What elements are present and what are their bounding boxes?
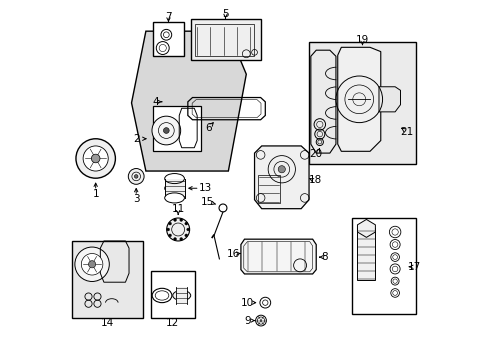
Polygon shape (241, 239, 316, 274)
Text: 1: 1 (92, 189, 99, 199)
Bar (164, 179, 184, 198)
Text: 12: 12 (166, 319, 179, 328)
Circle shape (168, 234, 171, 237)
Circle shape (128, 168, 144, 184)
Circle shape (81, 253, 102, 275)
Circle shape (166, 218, 189, 241)
Polygon shape (337, 47, 380, 151)
Bar (72, 241, 143, 318)
Circle shape (83, 146, 108, 171)
Text: 13: 13 (198, 183, 211, 193)
Bar (153, 107, 201, 151)
Polygon shape (357, 220, 375, 237)
Polygon shape (378, 87, 400, 112)
Text: 16: 16 (226, 248, 239, 258)
Text: 8: 8 (320, 252, 327, 262)
Circle shape (76, 139, 115, 178)
Polygon shape (254, 146, 308, 209)
Text: 18: 18 (308, 175, 322, 185)
Text: 4: 4 (152, 97, 159, 107)
Text: 17: 17 (407, 262, 421, 272)
Circle shape (168, 222, 171, 225)
Polygon shape (131, 31, 246, 171)
Circle shape (163, 128, 169, 134)
Bar (357, 228, 375, 280)
Text: 14: 14 (101, 319, 114, 328)
Bar (308, 42, 415, 164)
Text: 2: 2 (133, 134, 139, 144)
Text: 3: 3 (133, 194, 139, 204)
Bar (351, 218, 415, 315)
Text: 15: 15 (201, 197, 214, 207)
Text: 9: 9 (244, 316, 250, 325)
Ellipse shape (164, 193, 184, 203)
Circle shape (173, 219, 176, 221)
Circle shape (184, 222, 187, 225)
Circle shape (134, 175, 138, 178)
Circle shape (173, 238, 176, 240)
Circle shape (184, 234, 187, 237)
Circle shape (75, 247, 109, 282)
Text: 11: 11 (171, 204, 184, 215)
Circle shape (278, 166, 285, 173)
Text: 20: 20 (309, 149, 322, 159)
Text: 6: 6 (205, 123, 211, 133)
Bar (150, 271, 195, 318)
Text: 21: 21 (399, 127, 412, 136)
Bar (176, 287, 187, 305)
Text: 7: 7 (165, 12, 171, 22)
Bar (190, 19, 260, 60)
Circle shape (180, 219, 183, 221)
Text: 5: 5 (222, 9, 228, 19)
Circle shape (88, 261, 96, 268)
Text: 10: 10 (240, 298, 253, 308)
Ellipse shape (164, 183, 184, 193)
Circle shape (91, 154, 100, 163)
Bar (153, 22, 183, 56)
Bar (258, 175, 279, 203)
Circle shape (186, 228, 189, 231)
Circle shape (180, 238, 183, 240)
Bar (195, 24, 254, 56)
Ellipse shape (172, 291, 190, 301)
Circle shape (152, 116, 180, 145)
Text: 19: 19 (355, 35, 368, 45)
Circle shape (166, 228, 169, 231)
